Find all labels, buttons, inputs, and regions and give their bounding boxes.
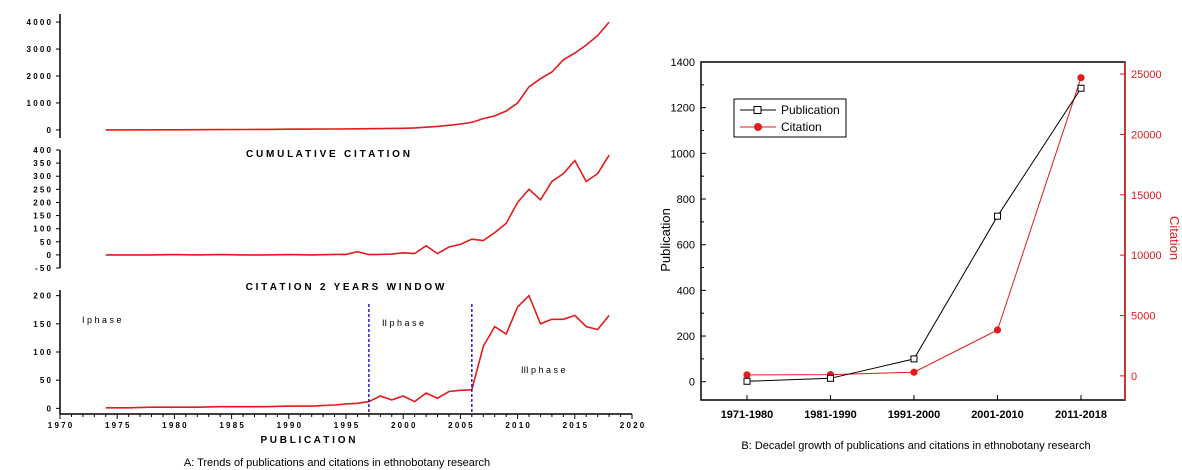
caption-a: A: Trends of publications and citations … [184, 457, 490, 469]
x-tick-label: 2001-2010 [971, 409, 1024, 421]
legend: Publication Citation [733, 98, 847, 138]
y-tick-label: 2 5 0 [33, 185, 51, 194]
y-tick-label: 1 0 0 0 [27, 99, 52, 108]
decadal-growth-chart: 0 200 400 600 800 1000 1200 1400 0 5000 10000 15000… [671, 57, 1162, 421]
y-tick-label: 3 0 0 [33, 172, 51, 181]
x-tick-label: 2 0 1 0 [505, 421, 530, 430]
publication-point [743, 377, 751, 385]
citation-point [743, 371, 751, 379]
y-tick-label: 400 [677, 285, 695, 297]
x-tick-label: 1 9 9 5 [334, 421, 359, 430]
x-tick-label: 2 0 2 0 [620, 421, 645, 430]
cumulative-citation-panel: 0 1 0 0 0 2 0 0 0 3 0 0 0 4 0 0 0 [27, 14, 610, 138]
publication-point [910, 355, 918, 363]
x-axis-label: P U B L I C A T I O N [260, 435, 355, 446]
legend-publication-marker [753, 106, 762, 114]
x-tick-label: 2011-2018 [1055, 409, 1107, 421]
series-line [105, 21, 610, 131]
y-tick-label: 4 0 0 [33, 146, 51, 155]
phase-3-label: III p h a s e [521, 365, 566, 375]
y-right-tick-label: 0 [1131, 371, 1137, 383]
x-tick-label: 1 9 7 0 [48, 421, 73, 430]
y-right-tick-label: 20000 [1131, 129, 1162, 141]
right-axis-label: Citation [1167, 216, 1182, 260]
y-tick-label: 3 5 0 [33, 159, 51, 168]
x-tick-label: 2 0 0 0 [391, 421, 416, 430]
x-tick-label: 1 9 7 5 [105, 421, 130, 430]
y-tick-label: 200 [677, 331, 695, 343]
series-line [105, 294, 610, 409]
x-tick-label: 1 9 9 0 [277, 421, 302, 430]
publication-point [1077, 84, 1085, 92]
y-tick-label: 5 0 [40, 376, 52, 385]
y-tick-label: 1 5 0 [33, 320, 51, 329]
y-tick-label: - 5 0 [35, 264, 52, 273]
y-tick-label: 1 0 0 [33, 348, 51, 357]
publication-point [994, 212, 1001, 220]
y-tick-label: 600 [677, 240, 695, 252]
citation-point [1077, 74, 1085, 82]
legend-citation-label: Citation [781, 120, 822, 134]
y-tick-label: 2 0 0 [33, 292, 51, 301]
legend-publication-label: Publication [781, 103, 840, 117]
y-tick-label: 0 [47, 251, 52, 260]
citation-point [910, 368, 918, 376]
y-tick-label: 0 [47, 404, 52, 413]
citation-point [993, 326, 1002, 334]
y-right-tick-label: 10000 [1131, 250, 1162, 262]
x-tick-label: 1981-1990 [804, 409, 857, 421]
caption-b: B: Decadel growth of publications and ci… [741, 440, 1090, 452]
y-tick-label: 1200 [671, 103, 695, 115]
cumulative-citation-label: C U M U L A T I V E C I T A T I O N [246, 149, 410, 160]
x-tick-label: 2 0 0 5 [448, 421, 473, 430]
y-tick-label: 1 0 0 [33, 225, 51, 234]
y-tick-label: 4 0 0 0 [27, 18, 52, 27]
citation-window-label: C I T A T I O N 2 Y E A R S W I N D O W [246, 282, 445, 293]
y-tick-label: 0 [689, 377, 695, 389]
y-tick-label: 1 5 0 [33, 212, 51, 221]
y-tick-label: 2 0 0 0 [27, 72, 52, 81]
x-tick-label: 1 9 8 5 [219, 421, 244, 430]
left-axis-label: Publication [658, 208, 673, 272]
x-tick-label: 2 0 1 5 [563, 421, 588, 430]
y-tick-label: 0 [47, 126, 52, 135]
phase-1-label: I p h a s e [82, 315, 122, 325]
phase-2-label: II p h a s e [382, 318, 424, 328]
legend-citation-marker [754, 123, 762, 131]
y-tick-label: 5 0 [40, 238, 52, 247]
series-line [105, 154, 610, 256]
y-tick-label: 3 0 0 0 [27, 45, 52, 54]
y-right-tick-label: 15000 [1131, 190, 1162, 202]
citation-window-panel: - 5 0 0 5 0 1 0 0 1 5 0 2 0 0 2 5 0 3 0 0 3 5 0 4… [33, 146, 610, 273]
x-tick-label: 1 9 8 0 [162, 421, 187, 430]
x-tick-label: 1971-1980 [721, 409, 774, 421]
x-tick-label: 1991-2000 [888, 409, 941, 421]
y-right-tick-label: 25000 [1131, 69, 1162, 81]
publication-panel: 0 5 0 1 0 0 1 5 0 2 0 0 1 9 7 0 1 9 7 5 1 9 8 0… [33, 290, 645, 430]
y-tick-label: 1400 [671, 57, 695, 69]
y-tick-label: 2 0 0 [33, 198, 51, 207]
y-tick-label: 1000 [671, 148, 695, 160]
y-right-tick-label: 5000 [1131, 311, 1155, 323]
y-tick-label: 800 [677, 194, 695, 206]
publication-point [827, 374, 834, 382]
